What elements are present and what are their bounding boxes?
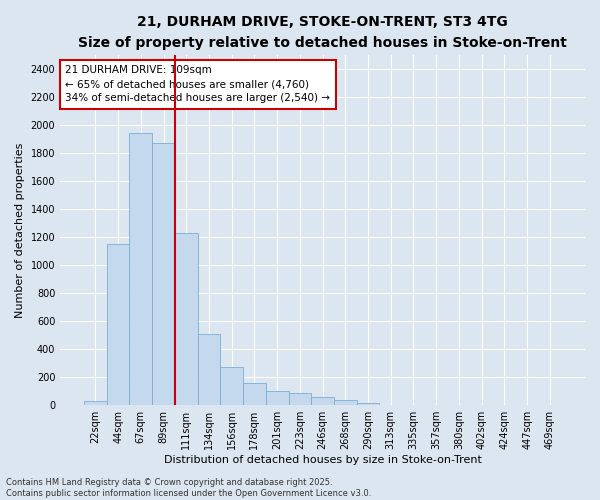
Bar bbox=[289, 392, 311, 405]
Bar bbox=[356, 403, 379, 405]
Bar bbox=[334, 400, 356, 405]
Text: 21 DURHAM DRIVE: 109sqm
← 65% of detached houses are smaller (4,760)
34% of semi: 21 DURHAM DRIVE: 109sqm ← 65% of detache… bbox=[65, 66, 331, 104]
Y-axis label: Number of detached properties: Number of detached properties bbox=[15, 142, 25, 318]
Bar bbox=[130, 134, 152, 405]
Bar bbox=[197, 334, 220, 405]
Bar bbox=[311, 397, 334, 405]
Bar bbox=[220, 368, 243, 405]
X-axis label: Distribution of detached houses by size in Stoke-on-Trent: Distribution of detached houses by size … bbox=[164, 455, 482, 465]
Bar bbox=[107, 244, 130, 405]
Bar bbox=[266, 391, 289, 405]
Bar bbox=[84, 401, 107, 405]
Bar bbox=[379, 404, 402, 405]
Bar bbox=[243, 383, 266, 405]
Text: Contains HM Land Registry data © Crown copyright and database right 2025.
Contai: Contains HM Land Registry data © Crown c… bbox=[6, 478, 371, 498]
Bar bbox=[175, 233, 197, 405]
Title: 21, DURHAM DRIVE, STOKE-ON-TRENT, ST3 4TG
Size of property relative to detached : 21, DURHAM DRIVE, STOKE-ON-TRENT, ST3 4T… bbox=[78, 15, 567, 50]
Bar bbox=[152, 143, 175, 405]
